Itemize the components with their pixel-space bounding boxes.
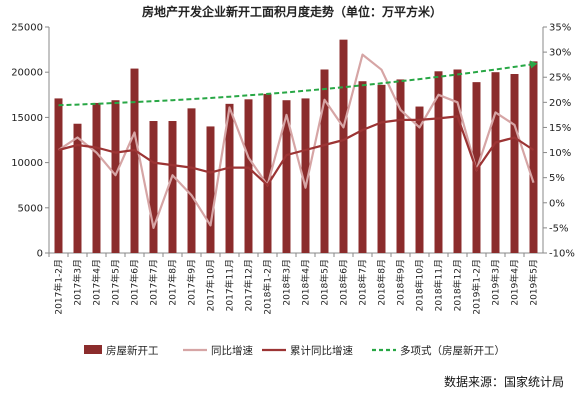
- series-line: [57, 53, 535, 229]
- bar: [491, 72, 500, 253]
- legend-swatch-bar: [84, 345, 102, 354]
- y-right-tick-label: -10%: [549, 249, 575, 260]
- y-left-tick-label: 20000: [11, 68, 43, 79]
- y-left-tick-label: 25000: [11, 23, 43, 34]
- x-tick-label: 2018年12月: [452, 259, 464, 311]
- y-right-tick-label: 10%: [549, 148, 571, 159]
- bar: [396, 79, 405, 253]
- y-left-tick-label: 0: [37, 249, 43, 260]
- line-series: [57, 53, 538, 229]
- x-tick-label: 2017年3月: [72, 259, 84, 306]
- x-tick-label: 2018年6月: [338, 259, 350, 306]
- x-tick-label: 2017年5月: [110, 259, 122, 306]
- x-tick-label: 2018年8月: [376, 259, 388, 306]
- legend-label: 多项式（房屋新开工）: [400, 344, 505, 357]
- bar: [358, 81, 367, 254]
- bar: [54, 98, 63, 253]
- bar: [206, 126, 215, 253]
- bar: [73, 123, 82, 253]
- y-right-tick-label: 15%: [549, 123, 571, 134]
- x-tick-label: 2019年3月: [490, 259, 502, 306]
- bar: [149, 121, 158, 254]
- y-right-tick-label: -5%: [549, 223, 568, 234]
- x-tick-label: 2018年11月: [433, 259, 445, 311]
- series-line: [58, 115, 535, 187]
- legend-label: 房屋新开工: [106, 344, 159, 357]
- bar-series: [54, 39, 538, 254]
- x-tick-label: 2017年10月: [205, 259, 217, 311]
- bar: [510, 74, 519, 254]
- x-tick-label: 2018年3月: [281, 259, 293, 306]
- x-tick-label: 2019年5月: [528, 259, 540, 306]
- y-right-tick-label: 5%: [549, 173, 565, 184]
- bar: [301, 98, 310, 253]
- bar: [92, 102, 101, 253]
- y-left-tick-label: 5000: [18, 203, 43, 214]
- x-tick-label: 2018年7月: [357, 259, 369, 306]
- x-tick-label: 2018年4月: [300, 259, 312, 306]
- y-right-tick-label: 0%: [549, 198, 565, 209]
- x-tick-label: 2018年10月: [414, 259, 426, 311]
- y-left-tick-label: 10000: [11, 158, 43, 169]
- x-tick-label: 2017年11月: [224, 259, 236, 311]
- y-right-tick-label: 20%: [549, 98, 571, 109]
- legend-label: 累计同比增速: [290, 344, 353, 357]
- legend: 房屋新开工 同比增速 累计同比增速 多项式（房屋新开工）: [84, 344, 505, 357]
- legend-label: 同比增速: [211, 344, 253, 357]
- bar: [225, 103, 234, 253]
- bar: [529, 61, 538, 253]
- x-tick-label: 2019年1-2月: [471, 259, 483, 315]
- bar: [320, 69, 329, 253]
- y-right-tick-label: 25%: [549, 73, 571, 84]
- bar: [282, 100, 291, 253]
- bar: [377, 84, 386, 253]
- y-left-tick-label: 15000: [11, 113, 43, 124]
- y-right-tick-label: 35%: [549, 23, 571, 34]
- x-tick-label: 2018年5月: [319, 259, 331, 306]
- bar: [453, 69, 462, 253]
- bar: [434, 71, 443, 254]
- source-note: 数据来源：国家统计局: [444, 374, 564, 389]
- bar: [244, 99, 253, 253]
- trend-line: [58, 63, 534, 107]
- bar: [168, 121, 177, 254]
- x-tick-label: 2017年12月: [243, 259, 255, 311]
- x-tick-label: 2017年4月: [91, 259, 103, 306]
- x-tick-label: 2017年1-2月: [53, 259, 65, 315]
- x-tick-label: 2018年1-2月: [262, 259, 274, 315]
- x-tick-label: 2017年7月: [148, 259, 160, 306]
- x-tick-label: 2017年6月: [129, 259, 141, 306]
- trend-arrow: [529, 60, 538, 69]
- bar: [263, 93, 272, 254]
- axes: 0 5000 10000 15000 20000 25000 -10% -5% 0% 5% 10% 1…: [11, 23, 575, 315]
- chart-title: 房地产开发企业新开工面积月度走势（单位：万平方米）: [142, 4, 442, 19]
- bar: [111, 100, 120, 253]
- bar: [415, 106, 424, 253]
- y-right-tick-label: 30%: [549, 48, 571, 59]
- x-tick-label: 2017年8月: [167, 259, 179, 306]
- x-tick-label: 2018年9月: [395, 259, 407, 306]
- x-tick-label: 2019年4月: [509, 259, 521, 306]
- bar: [130, 68, 139, 253]
- x-tick-label: 2017年9月: [186, 259, 198, 306]
- bar: [187, 108, 196, 253]
- bar: [339, 39, 348, 253]
